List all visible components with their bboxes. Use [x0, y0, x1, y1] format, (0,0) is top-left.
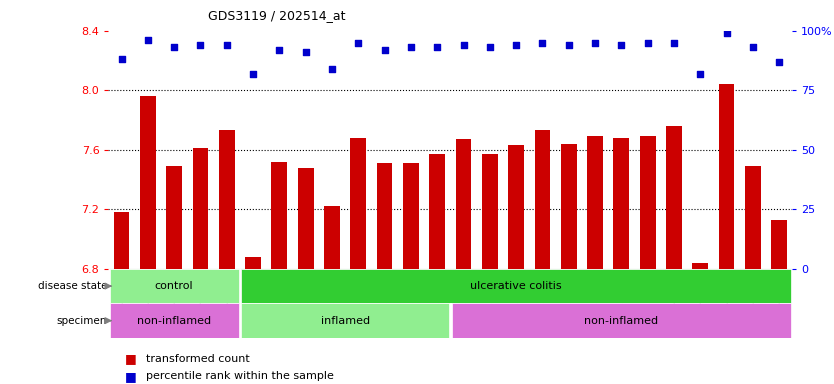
Text: ■: ■ — [125, 370, 137, 383]
Bar — [482, 154, 498, 269]
Point — [457, 42, 470, 48]
Bar — [324, 206, 340, 269]
Bar — [771, 220, 787, 269]
Bar — [745, 166, 761, 269]
Text: control: control — [155, 281, 193, 291]
Text: disease state: disease state — [38, 281, 107, 291]
Text: specimen: specimen — [57, 316, 107, 326]
Point — [483, 44, 496, 50]
Point — [325, 66, 339, 72]
Text: percentile rank within the sample: percentile rank within the sample — [146, 371, 334, 381]
Point — [746, 44, 760, 50]
Bar — [166, 166, 182, 269]
Bar — [403, 163, 419, 269]
Bar — [535, 131, 550, 269]
Bar — [666, 126, 682, 269]
Point — [720, 30, 733, 36]
Bar — [614, 138, 629, 269]
Bar — [245, 257, 261, 269]
Point — [193, 42, 207, 48]
Point — [588, 40, 601, 46]
Bar — [377, 163, 393, 269]
Bar — [272, 162, 287, 269]
Text: transformed count: transformed count — [146, 354, 249, 364]
Text: non-inflamed: non-inflamed — [585, 316, 658, 326]
Bar — [587, 136, 603, 269]
Bar — [430, 154, 445, 269]
Bar — [640, 136, 656, 269]
Point — [510, 42, 523, 48]
Bar — [113, 212, 129, 269]
Bar — [719, 84, 735, 269]
Bar — [452, 303, 791, 338]
Text: ulcerative colitis: ulcerative colitis — [470, 281, 562, 291]
Bar — [298, 167, 314, 269]
Bar — [241, 303, 449, 338]
Bar — [241, 269, 791, 303]
Bar — [692, 263, 708, 269]
Point — [404, 44, 418, 50]
Point — [220, 42, 234, 48]
Point — [378, 47, 391, 53]
Point — [352, 40, 365, 46]
Point — [299, 49, 313, 55]
Bar — [110, 303, 239, 338]
Point — [615, 42, 628, 48]
Bar — [110, 269, 239, 303]
Bar — [193, 148, 208, 269]
Text: ■: ■ — [125, 353, 137, 366]
Point — [535, 40, 549, 46]
Point — [273, 47, 286, 53]
Bar — [219, 131, 234, 269]
Point — [641, 40, 655, 46]
Point — [246, 71, 259, 77]
Point — [562, 42, 575, 48]
Point — [141, 37, 154, 43]
Point — [115, 56, 128, 62]
Point — [667, 40, 681, 46]
Text: inflamed: inflamed — [320, 316, 369, 326]
Bar — [508, 145, 524, 269]
Point — [694, 71, 707, 77]
Point — [430, 44, 444, 50]
Text: non-inflamed: non-inflamed — [137, 316, 211, 326]
Bar — [560, 144, 576, 269]
Bar — [350, 138, 366, 269]
Text: GDS3119 / 202514_at: GDS3119 / 202514_at — [208, 9, 346, 22]
Point — [168, 44, 181, 50]
Point — [772, 59, 786, 65]
Bar — [140, 96, 156, 269]
Bar — [455, 139, 471, 269]
